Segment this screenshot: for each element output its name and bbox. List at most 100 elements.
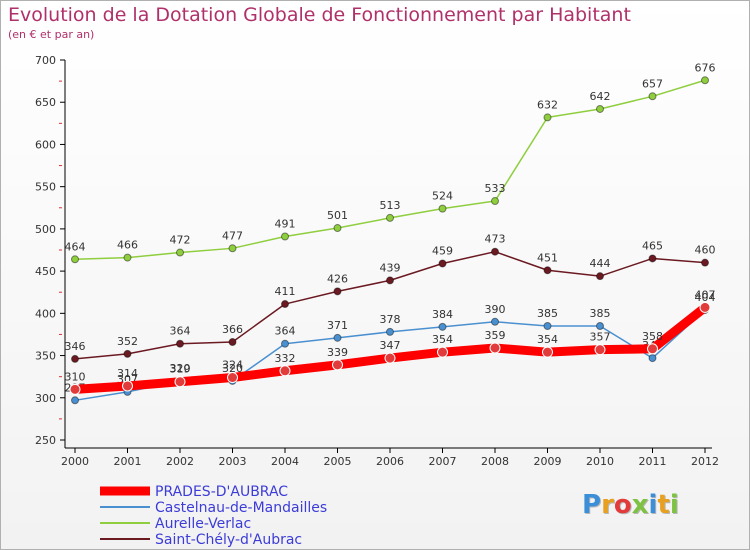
logo-letter: o	[613, 490, 632, 520]
data-label: 407	[695, 288, 716, 301]
data-point	[122, 380, 133, 392]
series-1: 464 466 472 477 491 501 513 524 533 632 642 657 676	[65, 61, 716, 264]
data-point	[333, 333, 342, 342]
legend-label-3: Saint-Chély-d'Aubrac	[155, 532, 302, 548]
chart-title: Evolution de la Dotation Globale de Fonc…	[8, 4, 631, 26]
data-point	[491, 317, 499, 326]
y-tick-label-650: 650	[35, 96, 56, 109]
data-label: 310	[65, 370, 86, 383]
data-label: 513	[380, 199, 401, 212]
data-label: 364	[275, 325, 296, 338]
data-point	[647, 343, 658, 355]
data-label: 451	[537, 251, 558, 264]
x-tick-label-2005: 2005	[324, 455, 352, 468]
data-point	[543, 113, 552, 122]
y-tick-label-450: 450	[35, 265, 56, 278]
x-tick-label-2002: 2002	[166, 455, 194, 468]
y-tick-label-500: 500	[35, 223, 56, 236]
data-label: 491	[275, 217, 296, 230]
x-tick-label-2011: 2011	[639, 455, 667, 468]
data-label: 459	[432, 245, 453, 258]
x-tick-label-2003: 2003	[219, 455, 247, 468]
y-tick-label-300: 300	[35, 392, 56, 405]
legend-label-2: Aurelle-Verlac	[155, 516, 251, 532]
data-point	[227, 372, 238, 384]
y-tick-label-600: 600	[35, 138, 56, 151]
data-point	[228, 244, 237, 253]
data-label: 371	[327, 319, 348, 332]
data-point	[438, 204, 447, 213]
y-tick-label-700: 700	[35, 54, 56, 67]
data-point	[123, 349, 132, 358]
data-point	[437, 346, 448, 358]
x-tick-label-2006: 2006	[376, 455, 404, 468]
logo-letter: r	[601, 490, 614, 520]
data-point	[332, 359, 343, 371]
chart-subtitle: (en € et par an)	[8, 28, 95, 41]
x-tick-label-2008: 2008	[481, 455, 509, 468]
data-label: 524	[432, 190, 453, 203]
data-point	[386, 276, 394, 285]
data-point	[438, 322, 447, 331]
data-point	[281, 300, 289, 309]
data-label: 404	[695, 291, 716, 304]
data-label: 477	[222, 229, 243, 242]
data-point	[542, 346, 553, 358]
data-label: 464	[65, 240, 86, 253]
data-label: 314	[117, 367, 138, 380]
data-label: 357	[590, 331, 611, 344]
data-label: 354	[537, 333, 558, 346]
data-point	[123, 253, 132, 262]
data-label: 385	[590, 307, 611, 320]
data-point	[228, 338, 237, 347]
data-label: 473	[485, 233, 506, 246]
data-point	[384, 352, 396, 364]
data-label: 364	[170, 325, 191, 338]
data-label: 642	[590, 90, 611, 103]
data-point	[386, 327, 394, 336]
data-label: 354	[432, 333, 453, 346]
data-label: 385	[537, 307, 558, 320]
data-label: 320	[222, 362, 243, 375]
data-point	[281, 232, 289, 241]
data-point	[543, 322, 552, 330]
data-label: 632	[537, 98, 558, 111]
data-point	[71, 255, 79, 264]
data-point	[701, 258, 709, 267]
data-point	[491, 247, 499, 256]
data-label: 439	[380, 261, 401, 274]
x-tick-label-2000: 2000	[61, 455, 89, 468]
proxiti-logo: Proxiti	[582, 490, 679, 520]
data-point	[596, 322, 604, 330]
data-label: 384	[432, 308, 453, 321]
data-label: 319	[170, 363, 191, 376]
data-point	[176, 339, 184, 348]
data-point	[648, 254, 657, 263]
data-label: 347	[380, 339, 401, 352]
data-label: 676	[695, 61, 716, 74]
data-point	[281, 339, 289, 348]
data-point	[386, 213, 394, 222]
x-tick-label-2001: 2001	[114, 455, 142, 468]
data-label: 533	[485, 182, 506, 195]
data-label: 465	[642, 239, 663, 252]
data-label: 411	[275, 285, 296, 298]
data-point	[596, 104, 604, 113]
data-label: 358	[642, 330, 663, 343]
x-tick-label-2007: 2007	[429, 455, 457, 468]
legend-label-1: Castelnau-de-Mandailles	[155, 500, 327, 516]
data-label: 426	[327, 272, 348, 285]
data-label: 390	[485, 303, 506, 316]
data-point	[279, 365, 291, 377]
y-tick-label-250: 250	[35, 434, 56, 447]
data-label: 472	[170, 234, 191, 247]
data-point	[543, 266, 552, 275]
data-label: 359	[485, 329, 506, 342]
data-point	[176, 248, 184, 257]
data-label: 332	[275, 352, 296, 365]
data-point	[699, 301, 711, 313]
series-line-1	[74, 79, 706, 261]
data-label: 444	[590, 257, 611, 270]
data-label: 346	[65, 340, 86, 353]
